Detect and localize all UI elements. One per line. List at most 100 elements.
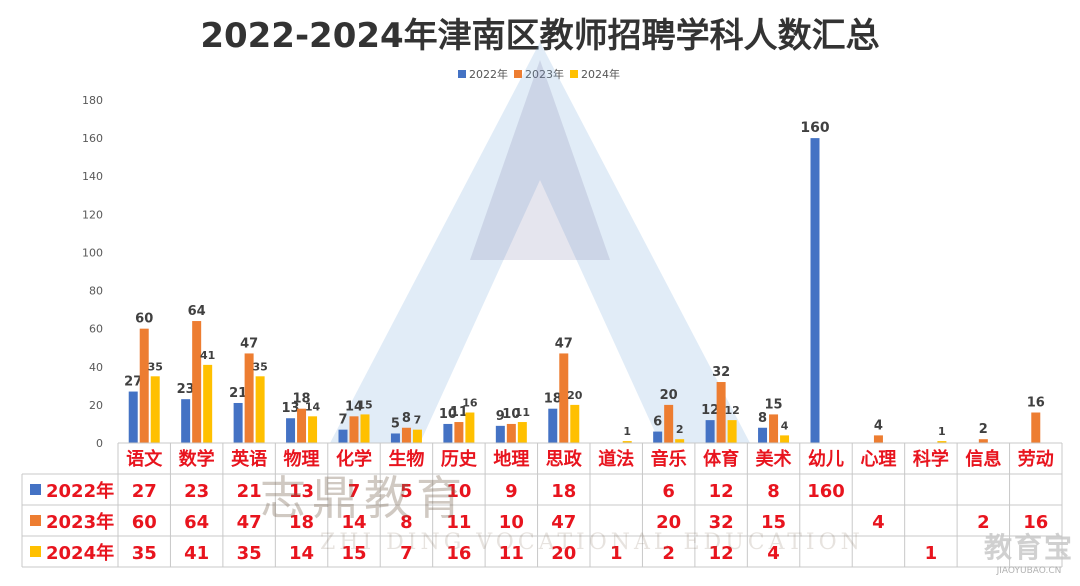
table-cell: 27 — [132, 481, 157, 502]
bar — [780, 435, 790, 443]
legend: 2022年 2023年 2024年 — [458, 66, 620, 82]
table-cell: 10 — [446, 481, 471, 502]
bar — [705, 420, 715, 443]
y-tick-label: 60 — [89, 323, 103, 336]
bar — [412, 429, 422, 443]
bar — [873, 435, 883, 443]
table-cell: 14 — [341, 512, 366, 533]
table-cell: 21 — [237, 481, 262, 502]
data-label: 16 — [1027, 396, 1045, 411]
data-label: 11 — [450, 405, 468, 420]
category-label: 物理 — [284, 448, 320, 470]
bar — [758, 427, 768, 443]
legend-key — [30, 546, 41, 557]
data-label: 20 — [660, 388, 678, 403]
bar — [716, 382, 726, 443]
series-row-label: 2023年 — [46, 511, 114, 533]
data-label: 41 — [200, 349, 215, 362]
bar — [139, 328, 149, 443]
table-cell: 5 — [400, 481, 413, 502]
bar — [286, 418, 296, 443]
legend-item: 2023年 — [514, 66, 564, 82]
table-cell: 9 — [505, 481, 518, 502]
data-label: 47 — [240, 336, 258, 351]
data-label: 2 — [676, 423, 684, 436]
table-cell: 47 — [237, 512, 262, 533]
category-label: 信息 — [965, 448, 1001, 470]
category-label: 幼儿 — [808, 448, 844, 470]
data-label: 160 — [800, 120, 829, 136]
table-cell: 8 — [400, 512, 413, 533]
series-row-label: 2024年 — [46, 542, 114, 564]
bar — [233, 402, 243, 443]
data-label: 1 — [623, 425, 631, 438]
bar — [465, 412, 475, 443]
bar — [727, 420, 737, 443]
legend-key — [30, 484, 41, 495]
bar — [390, 433, 400, 443]
category-label: 体育 — [703, 448, 739, 470]
data-label: 7 — [414, 414, 422, 427]
data-label: 5 — [391, 416, 400, 431]
table-cell: 14 — [289, 543, 314, 564]
bar — [664, 404, 674, 443]
bar — [653, 431, 663, 443]
data-label: 2 — [979, 422, 988, 437]
bar — [570, 404, 580, 443]
data-label: 10 — [439, 407, 457, 422]
y-tick-label: 80 — [89, 285, 103, 298]
bar — [769, 414, 779, 443]
table-cell: 60 — [132, 512, 157, 533]
background-triangle-inner — [470, 60, 610, 260]
data-label: 8 — [758, 411, 767, 426]
table-cell: 32 — [709, 512, 734, 533]
table-cell: 16 — [1023, 512, 1048, 533]
bar — [150, 376, 160, 443]
bar — [401, 427, 411, 443]
bar — [454, 422, 464, 443]
bar — [360, 414, 370, 443]
y-tick-label: 140 — [82, 170, 103, 183]
bar — [548, 408, 558, 443]
bar — [978, 439, 988, 443]
category-label: 数学 — [179, 448, 215, 470]
data-label: 64 — [188, 304, 206, 319]
table-cell: 41 — [184, 543, 209, 564]
category-label: 化学 — [336, 448, 372, 470]
table-cell: 2 — [662, 543, 675, 564]
category-label: 地理 — [493, 448, 529, 470]
bar — [559, 353, 569, 443]
category-label: 英语 — [230, 448, 267, 470]
table-cell: 12 — [709, 543, 734, 564]
table-cell: 12 — [709, 481, 734, 502]
y-tick-label: 160 — [82, 132, 103, 145]
table-cell: 13 — [289, 481, 314, 502]
data-label: 12 — [701, 403, 719, 418]
data-label: 8 — [402, 411, 411, 426]
table-cell: 16 — [446, 543, 471, 564]
category-label: 历史 — [441, 448, 478, 470]
data-label: 11 — [515, 406, 530, 419]
legend-item: 2024年 — [570, 66, 620, 82]
table-cell: 23 — [184, 481, 209, 502]
bar — [128, 391, 138, 443]
bar — [297, 408, 307, 443]
bar — [181, 399, 191, 443]
y-tick-label: 0 — [96, 437, 103, 450]
bar — [517, 422, 527, 443]
data-label: 4 — [874, 418, 883, 433]
bar — [443, 423, 453, 443]
data-label: 6 — [653, 415, 662, 430]
data-label: 15 — [765, 397, 783, 412]
data-label: 7 — [338, 413, 347, 428]
y-tick-label: 40 — [89, 361, 103, 374]
watermark-text: 志鼎教育 — [260, 471, 468, 525]
legend-label: 2022年 — [469, 68, 508, 81]
bar — [203, 364, 213, 443]
category-label: 生物 — [388, 448, 424, 470]
legend-swatch — [458, 70, 466, 78]
data-label: 18 — [293, 392, 311, 407]
legend-swatch — [570, 70, 578, 78]
y-tick-label: 180 — [82, 94, 103, 107]
